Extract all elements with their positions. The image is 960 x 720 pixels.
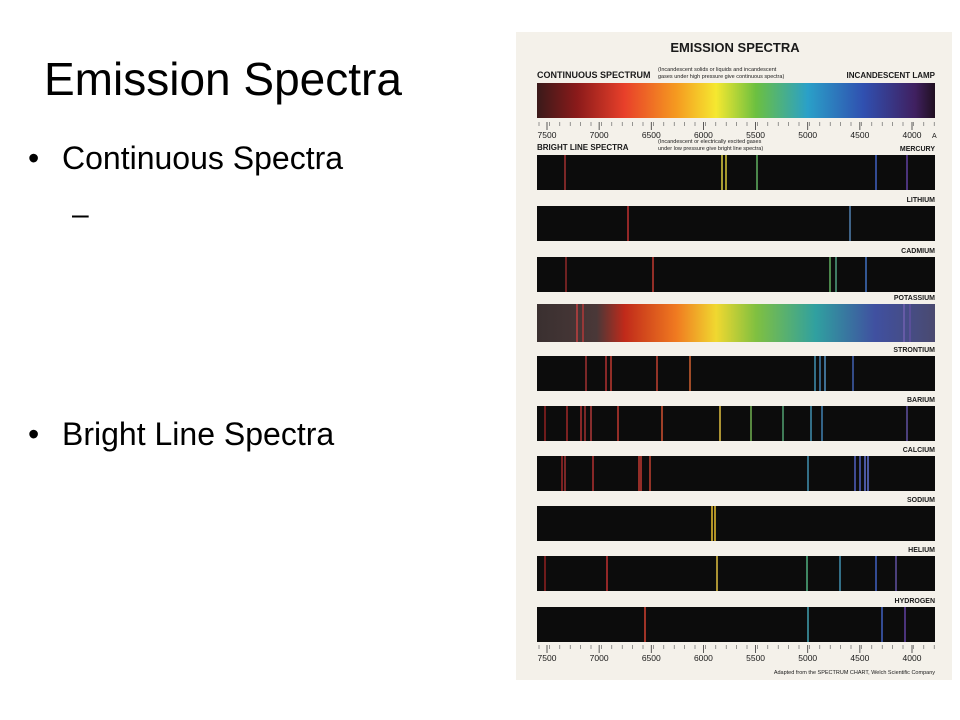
spectrum-bar xyxy=(537,257,935,292)
note: (Incandescent solids or liquids and inca… xyxy=(658,67,777,73)
tick-label: 7500 xyxy=(538,130,557,140)
tick-label: 4500 xyxy=(850,653,869,663)
slide-title: Emission Spectra xyxy=(44,53,402,105)
tick-label: 5000 xyxy=(798,653,817,663)
element-label: LITHIUM xyxy=(907,197,936,204)
spectrum-bar xyxy=(537,304,935,342)
unit-label: A xyxy=(932,133,937,140)
bullet: • xyxy=(28,140,40,176)
section-label: CONTINUOUS SPECTRUM xyxy=(537,70,651,80)
spectrum-bar xyxy=(537,206,935,241)
note: gases under high pressure give continuou… xyxy=(658,74,784,80)
element-label: STRONTIUM xyxy=(893,347,935,354)
tick-label: 5500 xyxy=(746,653,765,663)
tick-label: 4000 xyxy=(903,653,922,663)
figure-title: EMISSION SPECTRA xyxy=(670,40,800,55)
element-label: MERCURY xyxy=(900,146,935,153)
tick-label: 6500 xyxy=(642,130,661,140)
element-label: HELIUM xyxy=(908,547,935,554)
tick-label: 6000 xyxy=(694,130,713,140)
element-label: CALCIUM xyxy=(903,447,935,454)
tick-label: 5000 xyxy=(798,130,817,140)
spectrum-bar xyxy=(537,506,935,541)
element-label: BARIUM xyxy=(907,397,935,404)
continuous-spectrum xyxy=(537,83,935,118)
bullet-text: Continuous Spectra xyxy=(62,140,344,176)
bullet: • xyxy=(28,416,40,452)
element-label: POTASSIUM xyxy=(894,295,935,302)
tick-label: 4500 xyxy=(850,130,869,140)
tick-label: 4000 xyxy=(903,130,922,140)
note: (Incandescent or electrically excited ga… xyxy=(658,139,762,145)
element-label: HYDROGEN xyxy=(895,598,935,605)
bullet-text: Bright Line Spectra xyxy=(62,416,335,452)
spectrum-bar xyxy=(537,406,935,441)
spectrum-bar xyxy=(537,456,935,491)
spectrum-bar xyxy=(537,607,935,642)
spectrum-bar xyxy=(537,556,935,591)
spectrum-bar xyxy=(537,155,935,190)
section-label: BRIGHT LINE SPECTRA xyxy=(537,143,629,152)
tick-label: 7500 xyxy=(538,653,557,663)
source-label: INCANDESCENT LAMP xyxy=(847,71,936,80)
tick-label: 6500 xyxy=(642,653,661,663)
credit: Adapted from the SPECTRUM CHART, Welch S… xyxy=(774,670,935,676)
element-label: CADMIUM xyxy=(901,248,935,255)
tick-label: 7000 xyxy=(590,653,609,663)
spectrum-bar xyxy=(537,356,935,391)
tick-label: 6000 xyxy=(694,653,713,663)
note: under low pressure give bright line spec… xyxy=(658,146,763,152)
element-label: SODIUM xyxy=(907,497,935,504)
tick-label: 7000 xyxy=(590,130,609,140)
tick-label: 5500 xyxy=(746,130,765,140)
sub-bullet: – xyxy=(72,198,89,231)
